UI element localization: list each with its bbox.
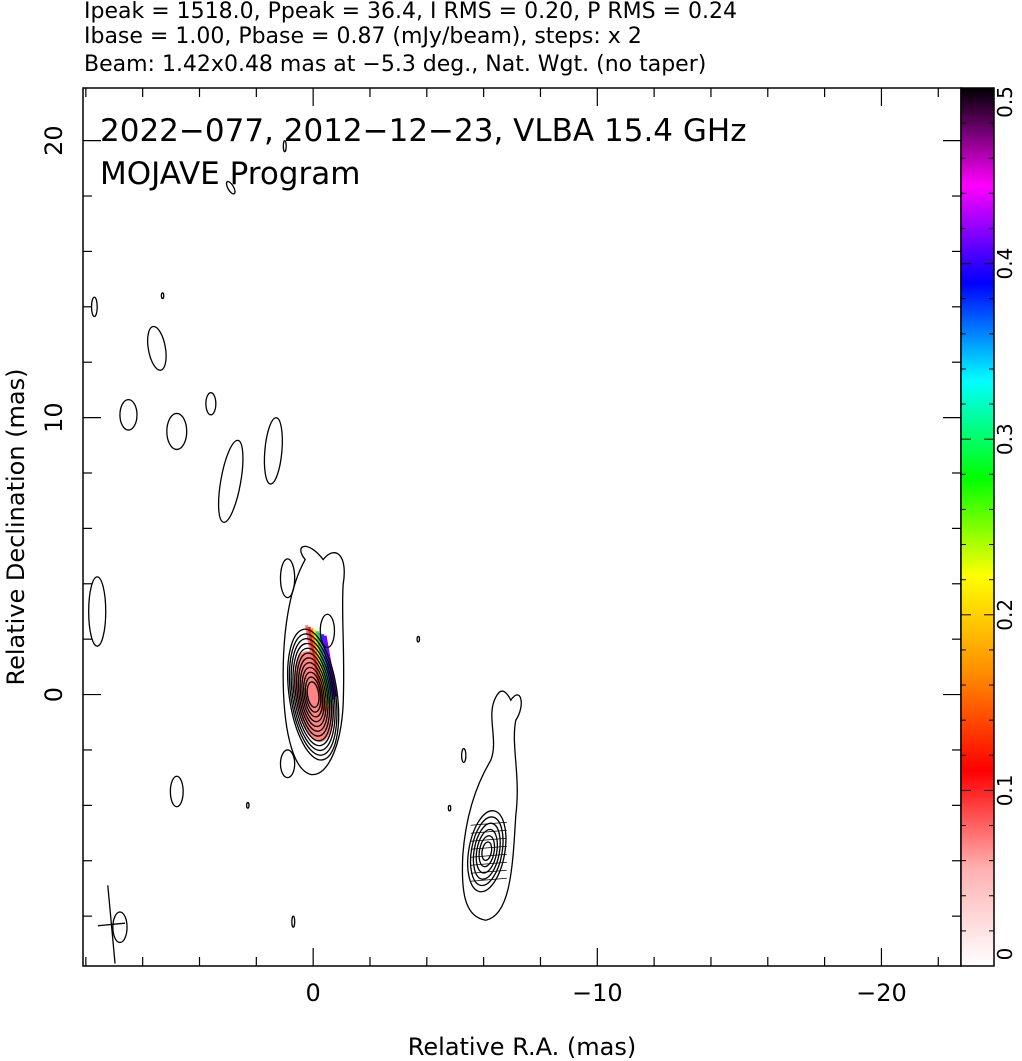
beam-minor-axis: [97, 922, 126, 927]
y-tick-label: 0: [40, 687, 68, 702]
faint-contour: [36, 559, 45, 581]
core-contour: [292, 642, 334, 747]
faint-contour: [416, 635, 421, 643]
faint-contour: [112, 911, 128, 944]
core-contour: [295, 652, 331, 737]
secondary-outer-contour: [461, 690, 522, 921]
core-contour: [290, 638, 336, 752]
core-contour: [288, 633, 338, 756]
faint-contour: [447, 804, 452, 812]
core-contour: [294, 647, 333, 742]
header-line-1: Ipeak = 1518.0, Ppeak = 36.4, I RMS = 0.…: [84, 0, 737, 24]
colorbar-fill: [961, 88, 994, 966]
cb-tick-label: 0.5: [993, 86, 1017, 118]
core-contour: [297, 657, 329, 732]
y-tick-label: 10: [40, 402, 68, 433]
cb-tick-label: 0.2: [993, 599, 1017, 631]
faint-contour: [160, 292, 165, 300]
faint-contour: [225, 180, 236, 195]
cb-tick-label: 0.3: [993, 423, 1017, 455]
faint-contour: [460, 747, 467, 764]
core-contour: [301, 666, 326, 723]
pol-vector: [470, 837, 507, 842]
secondary-contour: [467, 810, 507, 893]
axes-layer: 0 −10 −20 0 10 20: [40, 88, 961, 1007]
core-contour: [287, 628, 340, 761]
header-line-3: Beam: 1.42x0.48 mas at −5.3 deg., Nat. W…: [84, 52, 707, 77]
cb-tick-label: 0.4: [993, 248, 1017, 280]
faint-contour: [217, 439, 244, 523]
core-contour: [303, 671, 324, 718]
y-tick-label: 20: [40, 125, 68, 156]
core-outer-contour: [282, 545, 345, 776]
map-title-line-1: 2022−077, 2012−12−23, VLBA 15.4 GHz: [100, 113, 746, 149]
x-tick-label: −20: [856, 979, 907, 1007]
faint-contour: [282, 139, 287, 153]
faint-contour: [263, 417, 283, 485]
pol-vector: [470, 869, 507, 874]
colorbar-axis: 0 0.1 0.2 0.3 0.4 0.5: [961, 86, 1017, 967]
faint-contour: [166, 412, 188, 451]
plot-frame: [82, 87, 962, 967]
secondary-contour: [469, 816, 504, 887]
pol-vector: [470, 821, 507, 826]
faint-contour: [88, 576, 107, 647]
secondary-contour: [481, 841, 493, 862]
cb-tick-label: 0: [993, 948, 1017, 961]
map-layer: [34, 139, 522, 964]
header-line-2: Ibase = 1.00, Pbase = 0.87 (mJy/beam), s…: [84, 24, 642, 49]
pol-vector: [470, 829, 507, 834]
map-title-line-2: MOJAVE Program: [100, 156, 360, 192]
x-axis-label: Relative R.A. (mas): [408, 1033, 636, 1061]
core-contour: [304, 676, 322, 713]
faint-contour: [291, 915, 296, 928]
faint-contour: [119, 398, 138, 431]
faint-contour: [169, 775, 184, 808]
colorbar-frame: [960, 87, 995, 967]
faint-contour: [90, 296, 98, 318]
pol-vector: [470, 853, 507, 858]
x-tick-label: −10: [572, 979, 623, 1007]
core-contour: [299, 662, 327, 728]
faint-contour: [245, 801, 250, 809]
secondary-contour: [475, 828, 499, 874]
faint-contour: [34, 297, 69, 372]
faint-contour: [319, 613, 336, 649]
pol-vector: [470, 877, 507, 882]
cb-tick-label: 0.1: [993, 774, 1017, 806]
core-contour: [306, 681, 320, 708]
y-axis-label: Relative Declination (mas): [2, 368, 30, 685]
pol-vector: [470, 845, 507, 850]
secondary-contour: [478, 835, 496, 868]
faint-contour: [146, 325, 167, 371]
x-tick-label: 0: [306, 979, 321, 1007]
faint-contour: [279, 749, 296, 779]
faint-contour: [205, 392, 217, 416]
pol-vector: [470, 861, 507, 866]
faint-contour: [279, 558, 296, 599]
